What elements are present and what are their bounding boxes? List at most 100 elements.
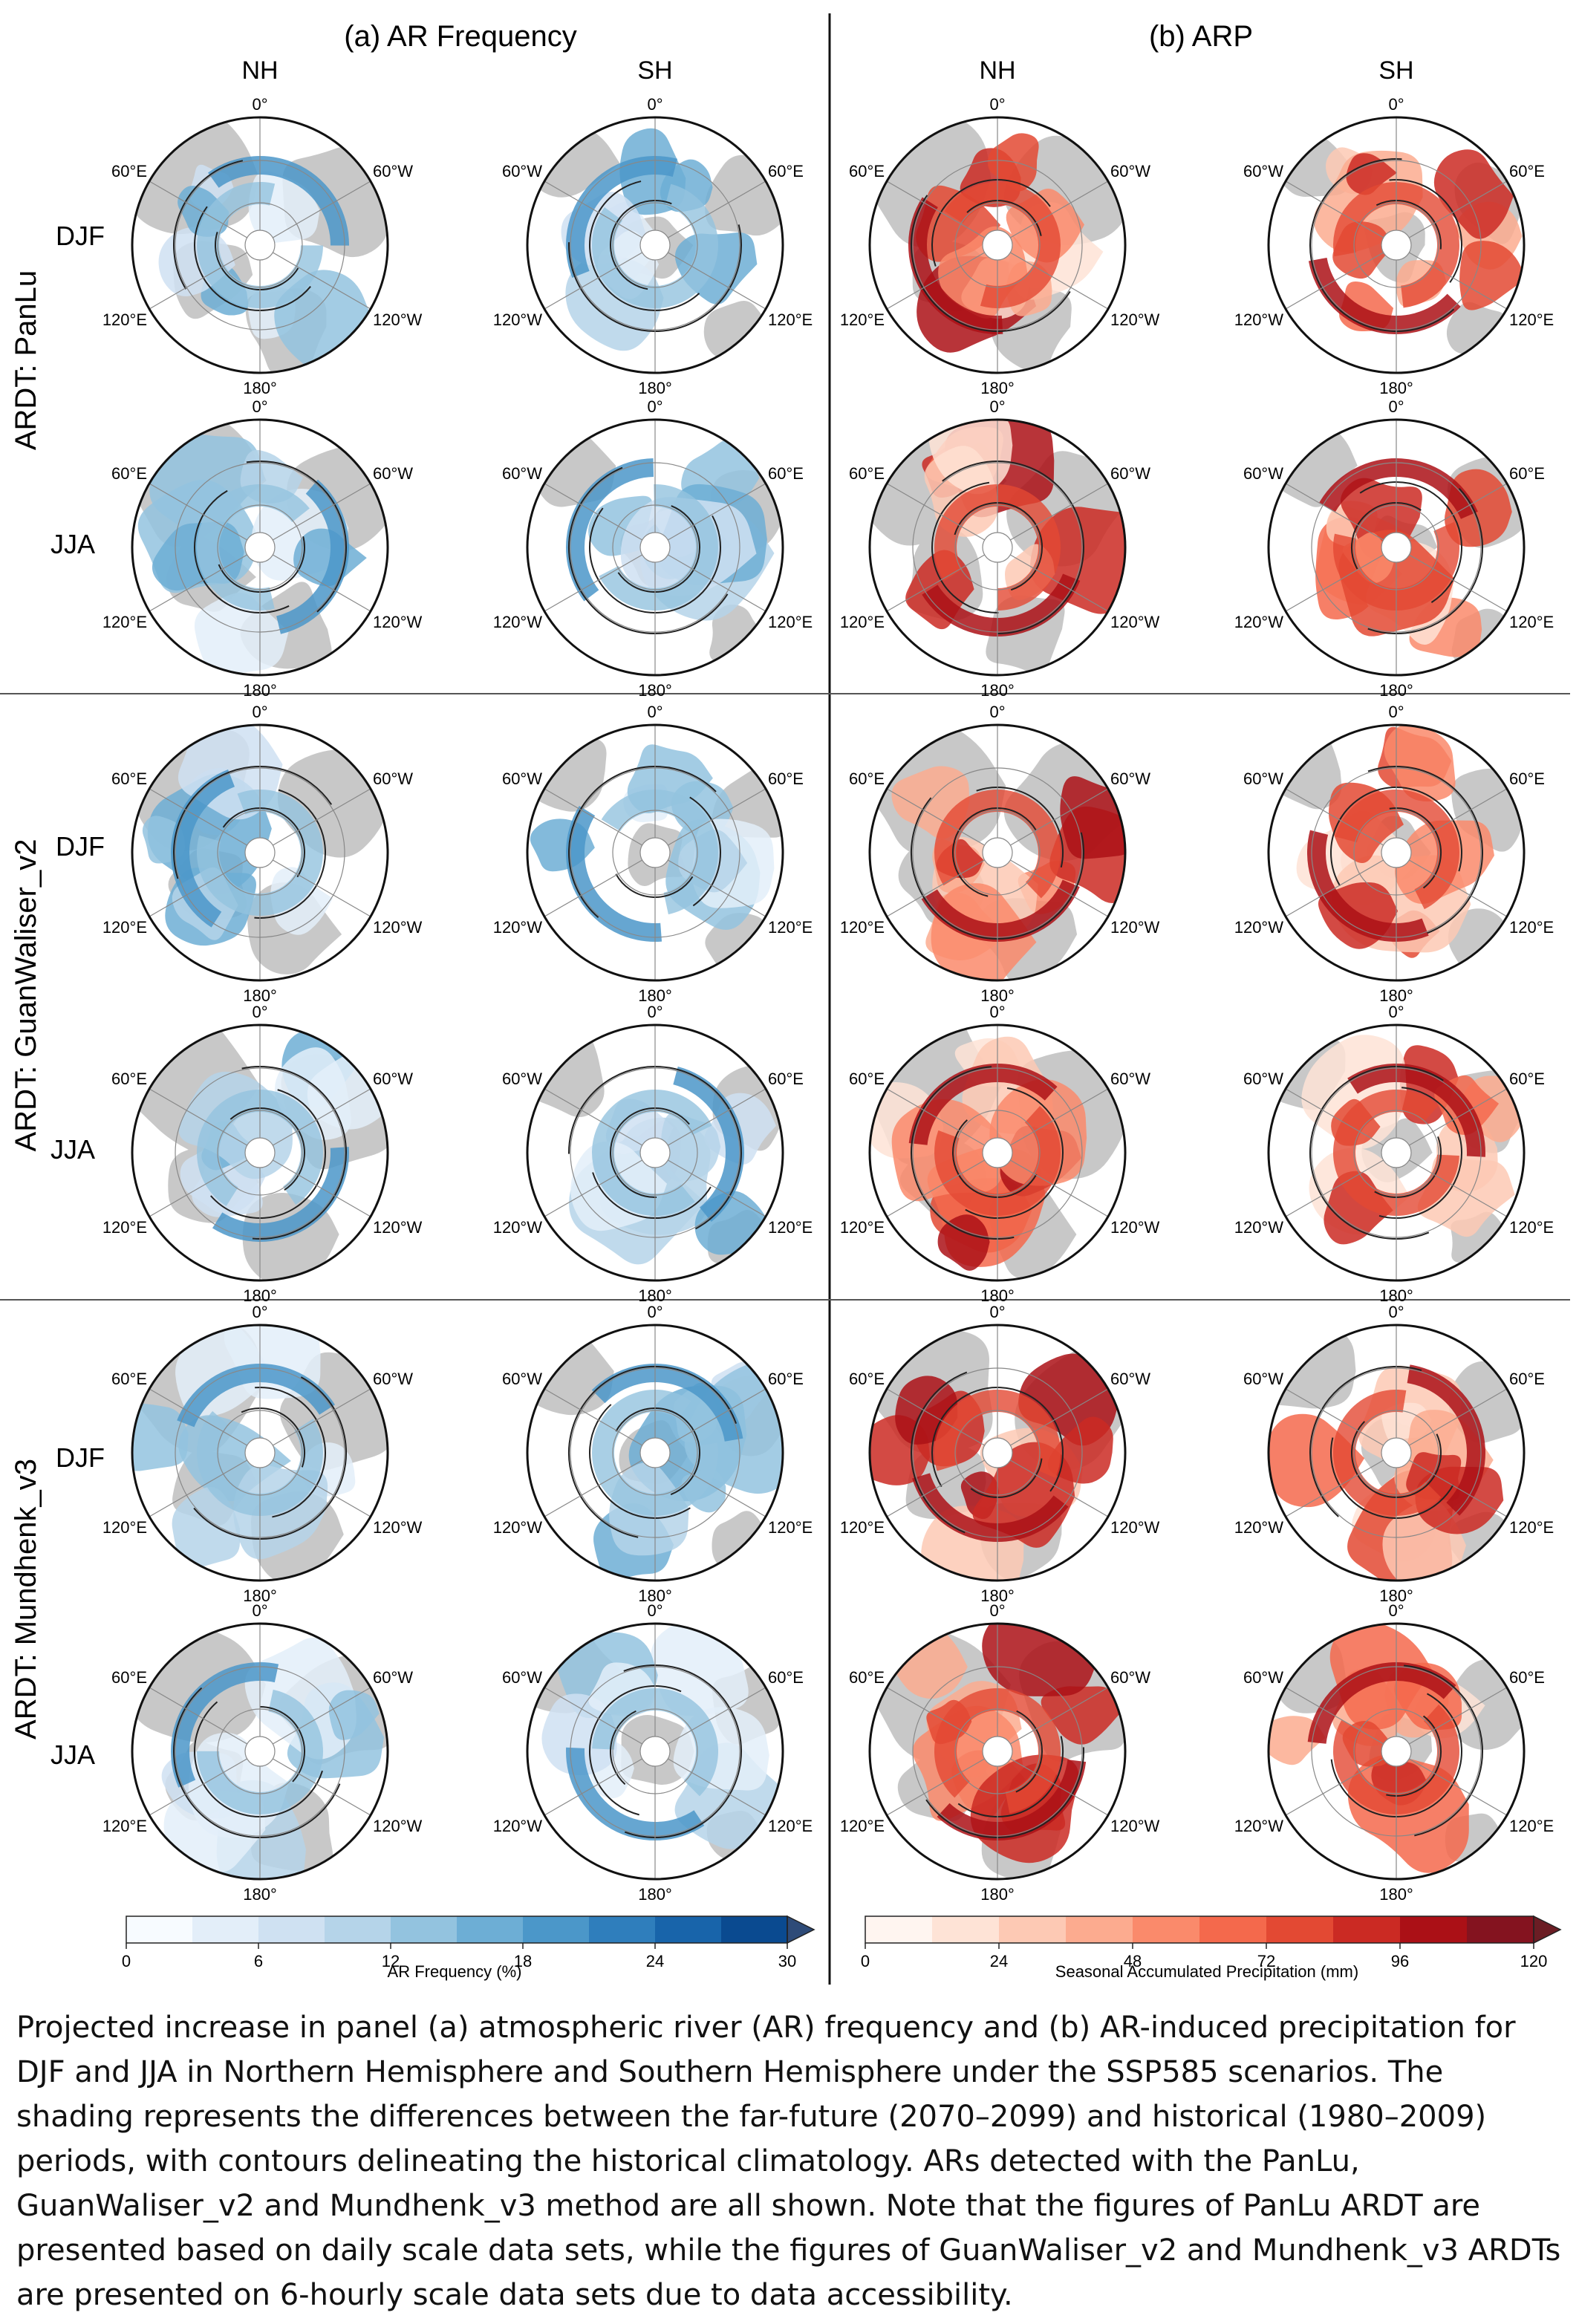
meridian-label: 120°W [1234,1817,1284,1835]
meridian-label: 60°W [502,464,542,483]
meridian-label: 60°E [768,464,804,483]
colorbar-tick-label: 48 [1124,1952,1142,1970]
meridian-label: 60°W [502,1070,542,1088]
meridian-label: 120°E [1509,310,1554,329]
colorbar-tick-label: 24 [990,1952,1008,1970]
colorbar-tick-label: 0 [122,1952,131,1970]
colorbar-swatch [1266,1916,1333,1943]
colorbar-swatch [258,1916,325,1943]
meridian-label: 60°W [373,162,413,180]
meridian-label-180: 180° [980,1286,1015,1305]
meridian-label: 60°E [111,1070,147,1088]
meridian-label-180: 180° [1379,681,1413,700]
meridian-label-0: 0° [647,95,662,114]
meridian-label-0: 0° [989,1003,1005,1021]
polar-map-freq-sh: 0° 180° 60°W 60°E 120°W 120°E [493,703,813,1005]
meridian-label: 60°E [768,1070,804,1088]
ardt-label-guanwaliser: ARDT: GuanWaliser_v2 [10,839,42,1152]
meridian-label: 120°E [768,310,813,329]
meridian-label: 120°E [840,918,885,937]
meridian-label: 120°W [1234,310,1284,329]
figure-caption: Projected increase in panel (a) atmosphe… [16,2011,1561,2312]
colorbar-swatch [721,1916,787,1943]
colorbar-label-arp: Seasonal Accumulated Precipitation (mm) [1055,1962,1358,1981]
meridian-label: 60°E [1509,162,1545,180]
meridian-label: 120°E [840,310,885,329]
meridian-label: 120°E [768,1518,813,1537]
meridian-label: 120°W [493,613,543,631]
meridian-label-180: 180° [638,986,672,1005]
colorbar-swatch [589,1916,655,1943]
meridian-label: 120°W [1110,918,1160,937]
meridian-label: 60°W [502,769,542,788]
colorbar-swatch [1199,1916,1266,1943]
meridian-label-0: 0° [252,1601,267,1620]
meridian-label-0: 0° [252,397,267,416]
polar-map-arp-sh: 0° 180° 60°W 60°E 120°W 120°E [1234,1303,1554,1605]
meridian-label: 60°W [1110,1668,1150,1687]
meridian-label-180: 180° [638,1885,672,1904]
meridian-label: 120°W [373,1817,423,1835]
meridian-label: 60°E [1509,1070,1545,1088]
meridian-label: 120°E [768,613,813,631]
column-header-nh-freq: NH [241,56,278,85]
meridian-label: 120°W [1110,310,1160,329]
meridian-label: 60°E [111,162,147,180]
ardt-label-mundhenk: ARDT: Mundhenk_v3 [10,1459,42,1739]
meridian-label-0: 0° [1388,703,1404,721]
meridian-label-0: 0° [252,95,267,114]
meridian-label: 60°E [1509,1668,1545,1687]
meridian-label: 60°E [1509,769,1545,788]
meridian-label: 60°E [768,162,804,180]
column-header-nh-arp: NH [979,56,1015,85]
polar-map-arp-nh: 0° 180° 60°E 60°W 120°E 120°W [840,397,1160,700]
season-label: DJF [56,221,105,251]
colorbar-swatch [655,1916,721,1943]
meridian-label-180: 180° [1379,379,1413,397]
meridian-label: 60°W [1110,1070,1150,1088]
meridian-label: 120°E [768,1218,813,1237]
meridian-label-0: 0° [989,95,1005,114]
meridian-label-0: 0° [989,1601,1005,1620]
meridian-label: 120°E [1509,918,1554,937]
meridian-label: 120°W [1234,918,1284,937]
meridian-label: 120°W [373,613,423,631]
meridian-label-180: 180° [1379,1286,1413,1305]
colorbar-tick-label: 12 [382,1952,400,1970]
meridian-label-180: 180° [638,1586,672,1605]
panel-b-title: (b) ARP [1149,20,1253,53]
colorbar-tick-label: 96 [1391,1952,1409,1970]
meridian-label-0: 0° [647,1003,662,1021]
season-label: DJF [56,1442,105,1473]
meridian-label: 60°W [502,1668,542,1687]
polar-map-arp-nh: 0° 180° 60°E 60°W 120°E 120°W [840,703,1160,1005]
colorbar-ar-frequency: 0 6 12 18 24 30 [122,1915,815,1970]
meridian-label-0: 0° [252,1003,267,1021]
meridian-label: 120°W [493,1518,543,1537]
colorbar-swatch [1467,1916,1534,1943]
meridian-label: 60°W [1243,769,1283,788]
meridian-label: 120°E [768,1817,813,1835]
colorbar-tick-label: 0 [861,1952,870,1970]
meridian-label-180: 180° [980,1586,1015,1605]
meridian-label: 120°E [840,1817,885,1835]
colorbar-swatch [192,1916,258,1943]
meridian-label: 60°E [111,1668,147,1687]
meridian-label: 60°W [1243,1370,1283,1388]
meridian-label: 60°E [849,464,885,483]
meridian-label-0: 0° [1388,1303,1404,1321]
meridian-label: 120°W [493,1218,543,1237]
colorbar-tick-label: 24 [646,1952,664,1970]
polar-map-arp-sh: 0° 180° 60°W 60°E 120°W 120°E [1234,397,1554,700]
colorbar-swatch [523,1916,589,1943]
meridian-label-180: 180° [1379,986,1413,1005]
meridian-label: 120°W [1234,1218,1284,1237]
polar-map-freq-nh: 0° 180° 60°E 60°W 120°E 120°W [102,95,423,397]
colorbar-label-ar-frequency: AR Frequency (%) [388,1962,522,1981]
polar-map-arp-sh: 0° 180° 60°W 60°E 120°W 120°E [1234,1601,1554,1904]
meridian-label: 60°E [768,1668,804,1687]
meridian-label: 120°W [373,1218,423,1237]
meridian-label: 60°W [373,1070,413,1088]
colorbar-swatch [1400,1916,1467,1943]
meridian-label: 120°E [102,918,147,937]
